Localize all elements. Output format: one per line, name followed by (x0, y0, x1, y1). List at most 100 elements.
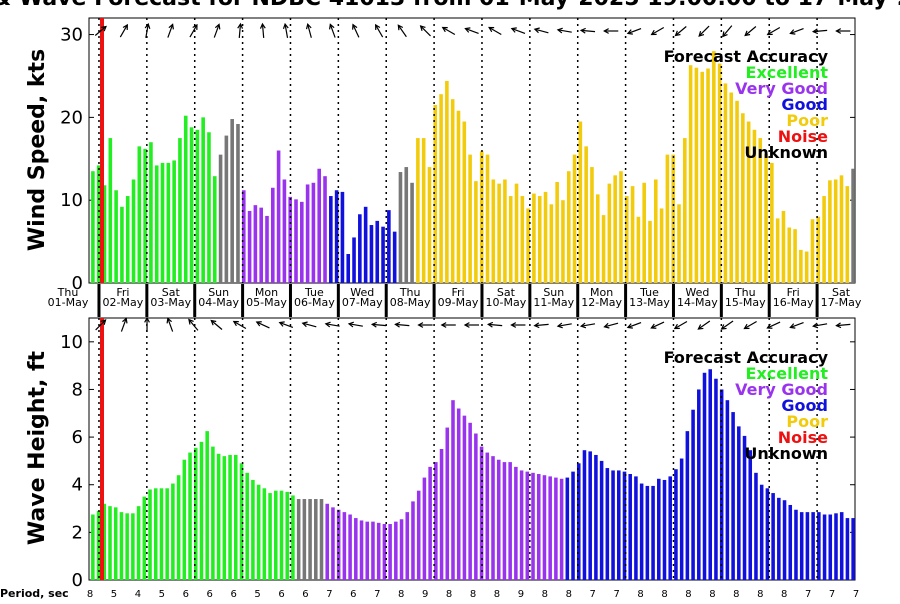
data-bar (607, 183, 612, 283)
y-tick-label: 4 (72, 475, 83, 496)
period-value: 8 (733, 589, 739, 600)
period-value: 7 (613, 589, 619, 600)
data-bar (331, 507, 335, 580)
arrow-head (463, 322, 470, 328)
arrow-shaft (352, 24, 360, 38)
arrow-shaft (120, 318, 127, 332)
period-value: 8 (87, 589, 93, 600)
arrow-head (232, 320, 239, 327)
legend-item-noise: Noise (778, 428, 828, 447)
data-bar (399, 519, 404, 580)
data-bar (211, 446, 215, 580)
direction-arrow (301, 321, 317, 328)
period-value: 8 (446, 589, 452, 600)
arrow-head (579, 322, 587, 329)
data-bar (764, 153, 768, 283)
data-bar (496, 459, 501, 580)
direction-arrow (556, 322, 572, 329)
data-bar (777, 497, 781, 580)
legend-item-excellent: Excellent (746, 364, 829, 383)
arrow-head (766, 323, 773, 329)
data-bar (787, 227, 792, 283)
data-bar (851, 168, 855, 283)
data-bar (514, 183, 519, 283)
data-bar (491, 179, 496, 283)
arrow-head (214, 23, 221, 30)
arrow-shaft (836, 323, 851, 327)
data-bar (365, 521, 370, 580)
data-bar (224, 135, 229, 283)
arrow-head (812, 322, 819, 329)
direction-arrow (510, 27, 526, 34)
data-bar (788, 504, 793, 580)
data-bar (810, 219, 815, 283)
direction-arrow (305, 23, 312, 38)
day-label-weekday: Sun (543, 286, 564, 299)
data-bar (725, 400, 730, 580)
arrow-shaft (325, 323, 340, 327)
data-bar (199, 441, 204, 580)
arrow-head (301, 321, 308, 328)
data-bar (119, 512, 124, 580)
data-bar (613, 175, 617, 283)
data-bar (799, 249, 803, 283)
period-value: 5 (111, 589, 117, 600)
arrow-shaft (488, 323, 503, 327)
arrow-shaft (604, 322, 619, 328)
period-value: 6 (350, 589, 356, 600)
arrow-head (352, 23, 358, 30)
data-bar (300, 201, 304, 283)
data-bar (770, 162, 774, 283)
data-bar (706, 68, 710, 283)
arrow-shaft (465, 28, 479, 34)
data-bar (665, 154, 670, 283)
data-bar (410, 182, 414, 283)
direction-arrow (698, 25, 710, 37)
direction-arrow (789, 28, 804, 35)
data-bar (120, 206, 124, 283)
arrow-head (375, 23, 381, 30)
direction-arrow (510, 322, 526, 328)
day-label-weekday: Fri (787, 286, 800, 299)
data-bar (708, 369, 713, 580)
data-bar (323, 176, 327, 283)
data-bar (754, 472, 758, 580)
legend-item-very-good: Very Good (735, 79, 828, 98)
data-bar (537, 196, 542, 283)
period-value: 8 (709, 589, 715, 600)
data-bar (688, 65, 693, 283)
data-bar (542, 475, 547, 580)
direction-arrow (370, 321, 387, 328)
data-bar (171, 483, 175, 580)
arrow-head (417, 322, 424, 328)
day-label-date: 14-May (677, 296, 718, 309)
data-bar (526, 208, 530, 283)
arrow-shaft (557, 323, 572, 327)
period-value: 5 (159, 589, 165, 600)
period-value: 7 (829, 589, 835, 600)
data-bar (594, 454, 598, 580)
data-bar (114, 190, 118, 283)
data-bar (329, 196, 333, 283)
arrow-head (556, 322, 563, 329)
day-label-date: 03-May (150, 296, 191, 309)
data-bar (451, 400, 455, 580)
arrow-head (237, 22, 244, 29)
day-label-date: 10-May (486, 296, 527, 309)
data-bar (131, 513, 135, 580)
data-bar (657, 478, 661, 580)
data-bar (828, 180, 832, 283)
y-tick-label: 0 (72, 273, 83, 294)
direction-arrow (603, 322, 619, 329)
period-axis: Period, sec 8 5 4 5 6 6 6 5 6 6 7 6 7 8 9 8 8 8 9 8 8 7 7 8 8 8 8 8… (0, 587, 859, 600)
data-bar (741, 113, 745, 283)
data-bar (359, 520, 364, 580)
data-bar (405, 512, 410, 580)
data-bar (559, 478, 564, 580)
data-bar (508, 462, 512, 580)
arrow-head (766, 29, 773, 36)
direction-arrow (352, 23, 360, 38)
data-bar (336, 509, 341, 580)
data-bar (166, 162, 171, 283)
data-bar (804, 251, 809, 283)
